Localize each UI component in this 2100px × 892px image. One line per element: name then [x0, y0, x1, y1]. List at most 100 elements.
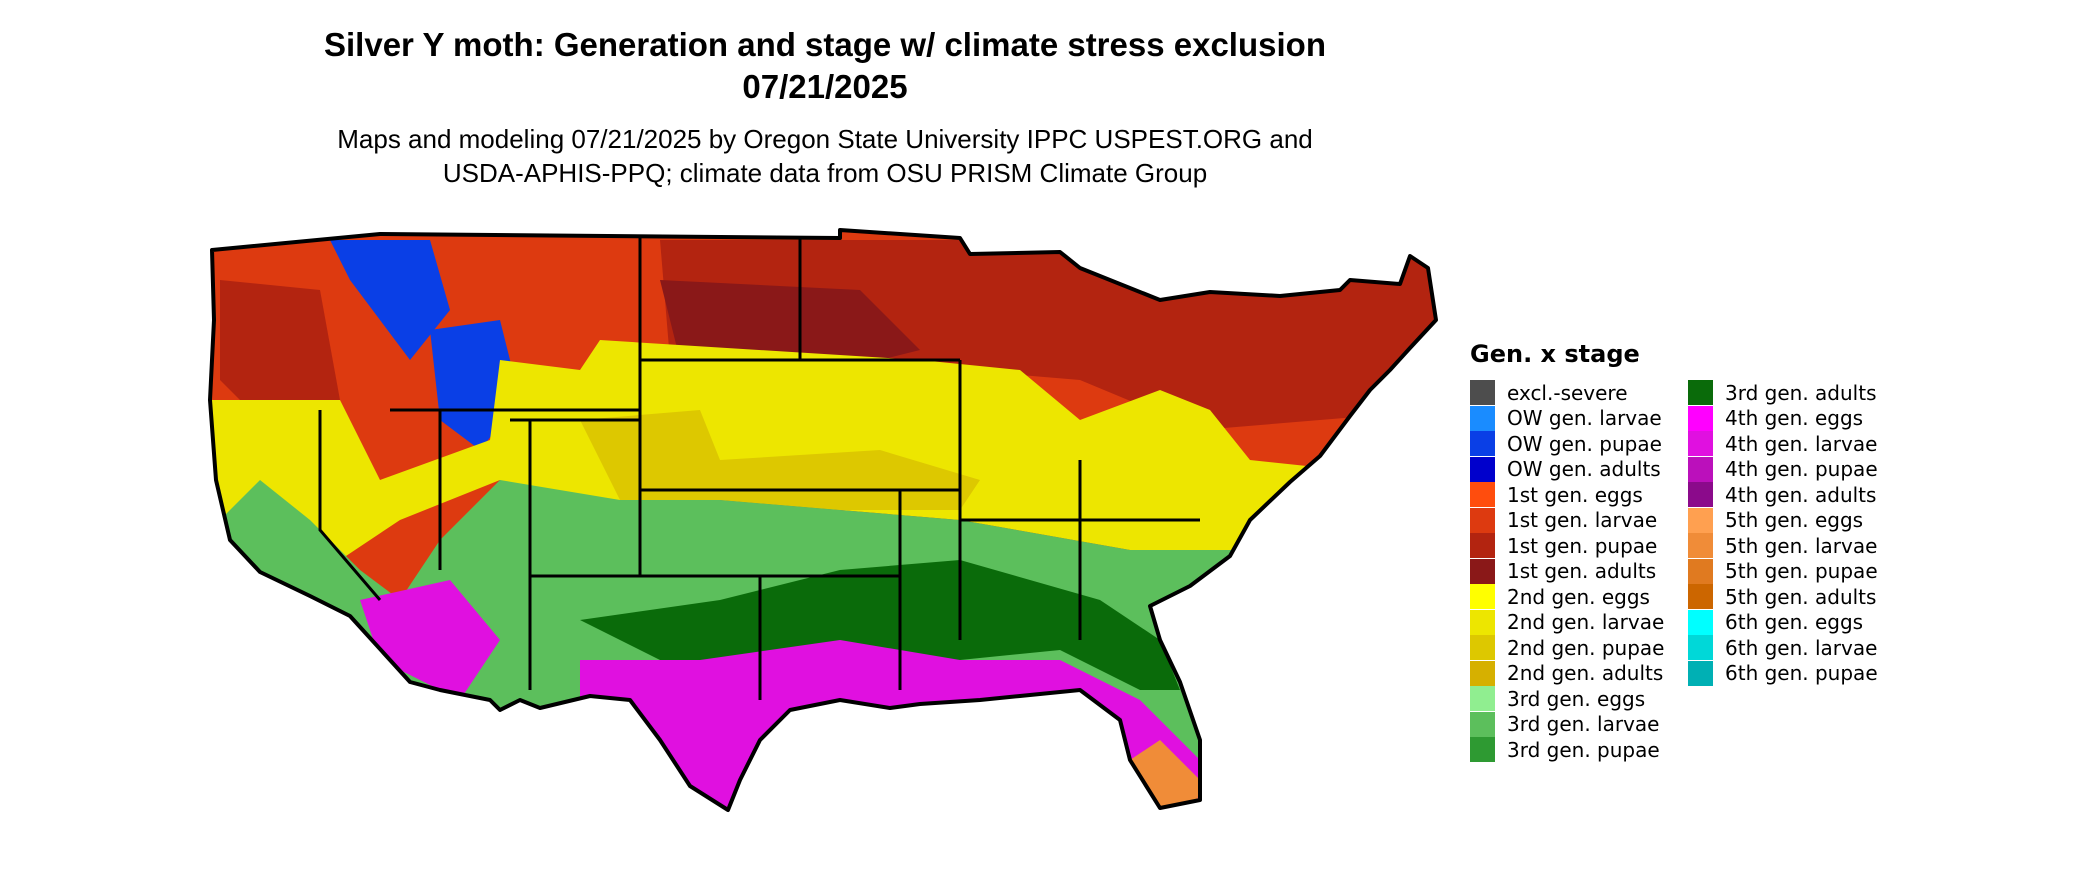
legend-item: 5th gen. eggs: [1688, 507, 1878, 534]
legend-item: 3rd gen. larvae: [1470, 711, 1664, 738]
legend-item: 5th gen. pupae: [1688, 558, 1878, 585]
legend-swatch: [1688, 507, 1713, 533]
legend-swatch: [1470, 660, 1495, 686]
legend-swatch: [1688, 533, 1713, 559]
legend-title: Gen. x stage: [1470, 340, 1640, 368]
legend-label: 4th gen. eggs: [1725, 406, 1864, 431]
legend-swatch: [1688, 609, 1713, 635]
region-1st-gen-pupae-west: [220, 280, 340, 420]
legend-swatch: [1688, 405, 1713, 431]
legend-label: 1st gen. pupae: [1507, 533, 1658, 558]
legend-swatch: [1470, 533, 1495, 559]
legend-item: 6th gen. pupae: [1688, 660, 1878, 687]
map-subtitle-line-2: USDA-APHIS-PPQ; climate data from OSU PR…: [442, 158, 1208, 188]
legend-item: 3rd gen. adults: [1688, 380, 1878, 406]
legend-item: 5th gen. larvae: [1688, 533, 1878, 559]
legend-swatch: [1470, 405, 1495, 431]
map-subtitle-line-1: Maps and modeling 07/21/2025 by Oregon S…: [337, 124, 1313, 154]
legend-label: 5th gen. eggs: [1725, 508, 1864, 533]
region-1st-gen-adults: [660, 280, 920, 370]
legend-label: 3rd gen. pupae: [1507, 737, 1660, 762]
us-generation-stage-map: [208, 228, 1438, 812]
legend-swatch: [1688, 482, 1713, 508]
legend-label: 6th gen. eggs: [1725, 610, 1864, 635]
legend-label: 6th gen. larvae: [1725, 635, 1878, 660]
legend-item: 1st gen. larvae: [1470, 507, 1664, 534]
legend-label: OW gen. adults: [1507, 457, 1661, 482]
legend-label: 2nd gen. pupae: [1507, 635, 1665, 660]
legend-label: 2nd gen. larvae: [1507, 610, 1665, 635]
legend-item: 1st gen. pupae: [1470, 533, 1664, 559]
legend-label: 1st gen. larvae: [1507, 508, 1658, 533]
legend-label: 3rd gen. adults: [1725, 380, 1877, 405]
legend-label: 3rd gen. eggs: [1507, 686, 1646, 711]
legend: Gen. x stage excl.-severe OW gen. larvae O…: [1470, 340, 1970, 780]
legend-swatch: [1470, 711, 1495, 737]
legend-item: OW gen. adults: [1470, 456, 1664, 483]
legend-item: 1st gen. eggs: [1470, 482, 1664, 508]
legend-label: 2nd gen. eggs: [1507, 584, 1650, 609]
legend-item: 4th gen. eggs: [1688, 405, 1878, 432]
legend-label: 1st gen. eggs: [1507, 482, 1643, 507]
legend-label: 1st gen. adults: [1507, 559, 1657, 584]
legend-swatch: [1470, 431, 1495, 457]
legend-label: OW gen. pupae: [1507, 431, 1662, 456]
legend-swatch: [1470, 737, 1495, 763]
legend-swatch: [1470, 558, 1495, 584]
region-5th-gen-larvae-tx: [560, 750, 630, 810]
legend-swatch: [1470, 609, 1495, 635]
legend-label: 5th gen. adults: [1725, 584, 1877, 609]
legend-item: 2nd gen. pupae: [1470, 635, 1664, 661]
legend-item: 2nd gen. eggs: [1470, 584, 1664, 610]
region-4th-gen-larvae-sw: [360, 580, 500, 700]
legend-swatch: [1688, 456, 1713, 482]
legend-item: 4th gen. adults: [1688, 482, 1878, 508]
legend-item: 5th gen. adults: [1688, 584, 1878, 610]
legend-label: 3rd gen. larvae: [1507, 712, 1660, 737]
legend-item: 4th gen. larvae: [1688, 431, 1878, 457]
legend-swatch: [1470, 456, 1495, 482]
legend-item: 6th gen. larvae: [1688, 635, 1878, 661]
legend-item: 4th gen. pupae: [1688, 456, 1878, 483]
legend-item: OW gen. larvae: [1470, 405, 1664, 432]
state-borders: [318, 238, 1200, 700]
legend-swatch: [1470, 635, 1495, 661]
legend-item: 2nd gen. larvae: [1470, 609, 1665, 636]
legend-item: 3rd gen. eggs: [1470, 686, 1664, 712]
legend-label: 4th gen. larvae: [1725, 431, 1878, 456]
legend-item: 1st gen. adults: [1470, 558, 1664, 585]
us-outline: [208, 228, 1438, 812]
legend-item: 3rd gen. pupae: [1470, 737, 1664, 763]
legend-swatch: [1688, 584, 1713, 610]
legend-column-2: 3rd gen. adults 4th gen. eggs 4th gen. lar…: [1688, 380, 1878, 686]
legend-item: excl.-severe: [1470, 380, 1664, 406]
legend-label: 4th gen. adults: [1725, 482, 1877, 507]
region-5th-gen-larvae-fl: [1130, 740, 1200, 810]
legend-column-1: excl.-severe OW gen. larvae OW gen. pupae O…: [1470, 380, 1664, 763]
stage-regions: [210, 230, 1436, 810]
legend-swatch: [1688, 431, 1713, 457]
map-title-line-1: Silver Y moth: Generation and stage w/ c…: [324, 26, 1326, 63]
legend-swatch: [1688, 380, 1713, 406]
region-ow-gen-pupae: [330, 240, 450, 360]
region-2nd-gen-pupae: [580, 410, 980, 510]
legend-swatch: [1470, 507, 1495, 533]
legend-label: 4th gen. pupae: [1725, 457, 1878, 482]
legend-label: 2nd gen. adults: [1507, 661, 1664, 686]
legend-label: 5th gen. larvae: [1725, 533, 1878, 558]
legend-swatch: [1470, 380, 1495, 406]
map-subtitle: Maps and modeling 07/21/2025 by Oregon S…: [140, 122, 1510, 190]
legend-label: 6th gen. pupae: [1725, 661, 1878, 686]
legend-label: 5th gen. pupae: [1725, 559, 1878, 584]
legend-swatch: [1470, 482, 1495, 508]
legend-swatch: [1688, 635, 1713, 661]
legend-swatch: [1688, 558, 1713, 584]
legend-item: 6th gen. eggs: [1688, 609, 1878, 636]
legend-label: excl.-severe: [1507, 380, 1628, 405]
legend-label: OW gen. larvae: [1507, 406, 1662, 431]
map-title-line-2: 07/21/2025: [742, 68, 908, 105]
legend-swatch: [1470, 584, 1495, 610]
map-title: Silver Y moth: Generation and stage w/ c…: [140, 24, 1510, 108]
legend-item: 2nd gen. adults: [1470, 660, 1664, 687]
legend-swatch: [1470, 686, 1495, 712]
